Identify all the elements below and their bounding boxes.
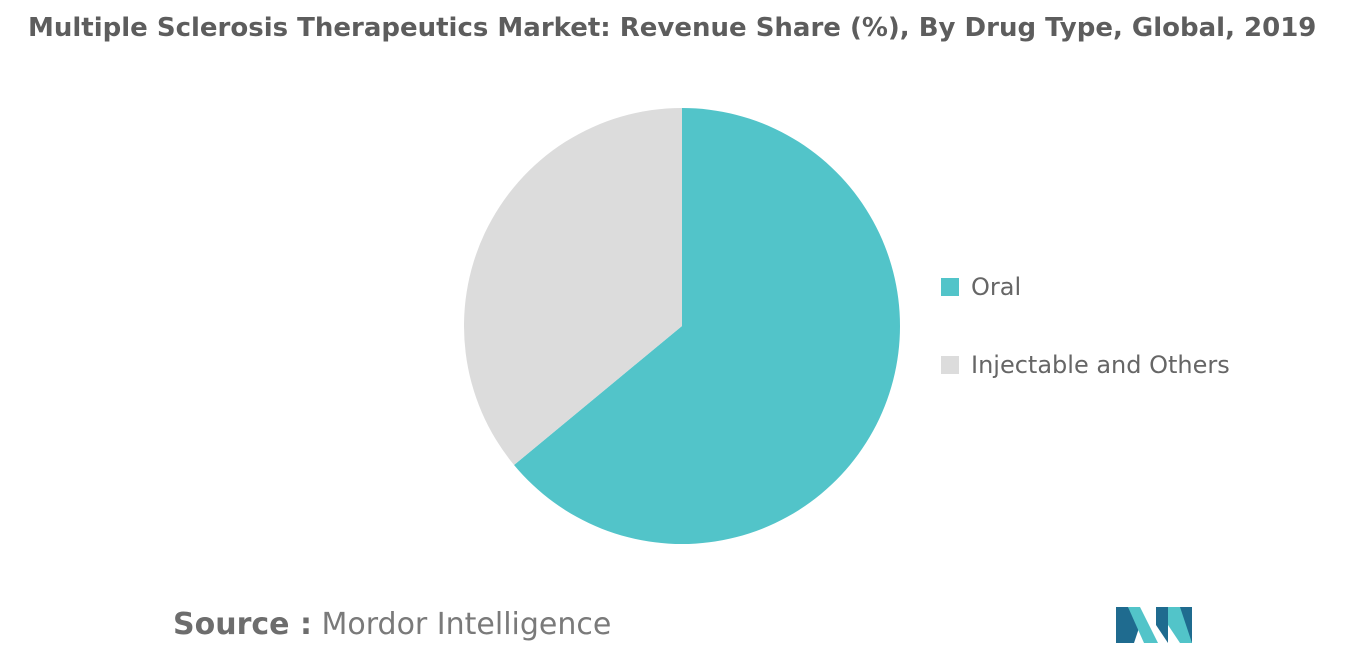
- legend-label-injectable-and-others: Injectable and Others: [971, 351, 1230, 379]
- legend-label-oral: Oral: [971, 273, 1022, 301]
- source-key: Source :: [173, 607, 312, 642]
- legend-item-injectable-and-others: Injectable and Others: [941, 348, 1230, 382]
- mordor-intelligence-logo-icon: [1116, 607, 1192, 643]
- legend-item-oral: Oral: [941, 270, 1230, 304]
- legend-swatch-oral: [941, 278, 959, 296]
- pie-chart: [464, 108, 900, 544]
- source-note: Source : Mordor Intelligence: [173, 607, 611, 642]
- source-value: Mordor Intelligence: [311, 607, 612, 642]
- pie-slice-oral: [514, 108, 900, 544]
- chart-legend: Oral Injectable and Others: [941, 270, 1230, 426]
- logo-shape-right-accent: [1180, 607, 1192, 643]
- chart-title: Multiple Sclerosis Therapeutics Market: …: [28, 13, 1317, 43]
- logo-shape-left-light: [1128, 607, 1158, 643]
- legend-swatch-injectable-and-others: [941, 356, 959, 374]
- logo-shape-right-dark: [1156, 607, 1168, 643]
- pie-slice-injectable-and-others: [464, 108, 682, 465]
